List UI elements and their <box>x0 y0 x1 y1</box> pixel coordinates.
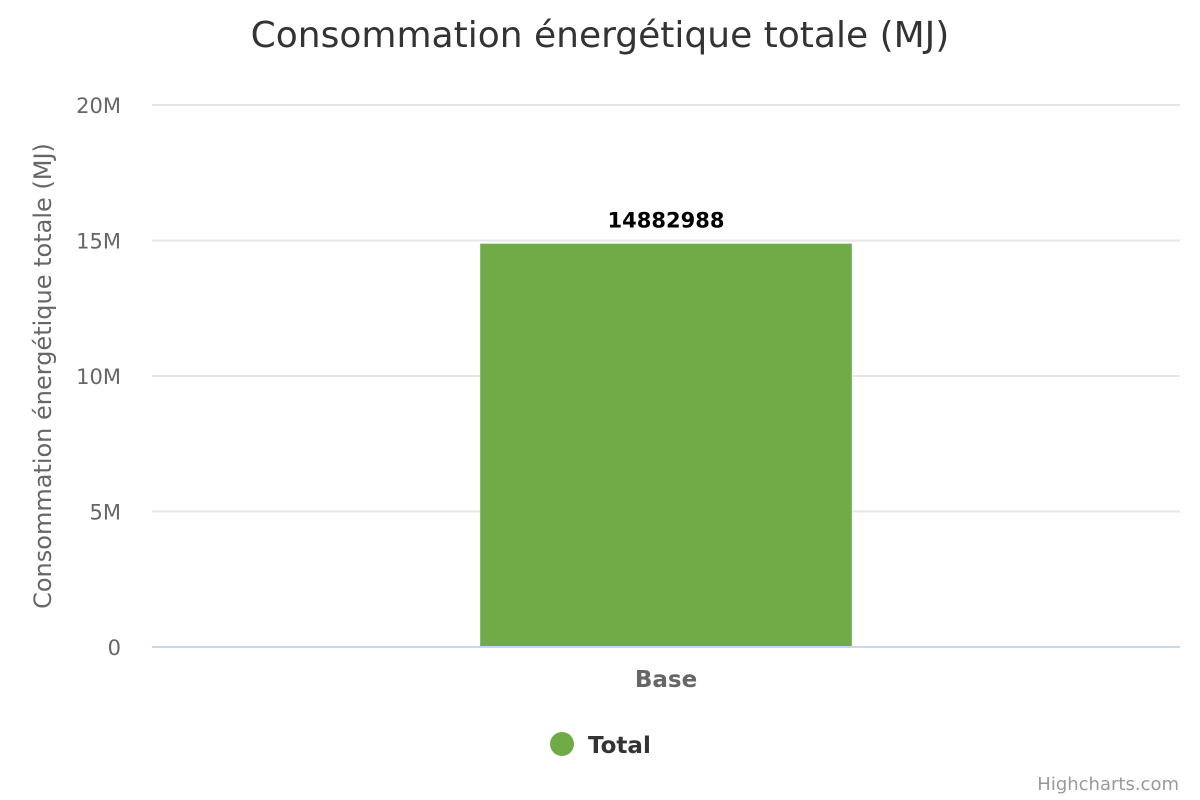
chart-title: Consommation énergétique totale (MJ) <box>251 15 950 56</box>
legend[interactable]: Total <box>550 732 651 759</box>
data-labels: 14882988 <box>608 209 725 233</box>
legend-marker[interactable] <box>550 732 574 756</box>
x-axis-categories: Base <box>635 667 697 693</box>
y-axis-ticks: 0 5M 10M 15M 20M <box>76 94 121 660</box>
y-tick-label: 20M <box>76 94 121 118</box>
y-tick-label: 5M <box>90 501 121 525</box>
bar-base[interactable] <box>480 243 852 647</box>
data-label: 14882988 <box>608 209 725 233</box>
credits-link[interactable]: Highcharts.com <box>1037 774 1179 795</box>
legend-label-total[interactable]: Total <box>588 733 651 759</box>
bars <box>480 243 852 647</box>
y-tick-label: 0 <box>108 636 121 660</box>
y-axis-title: Consommation énergétique totale (MJ) <box>29 143 57 609</box>
y-tick-label: 15M <box>76 230 121 254</box>
y-tick-label: 10M <box>76 365 121 389</box>
x-category-label: Base <box>635 667 697 693</box>
